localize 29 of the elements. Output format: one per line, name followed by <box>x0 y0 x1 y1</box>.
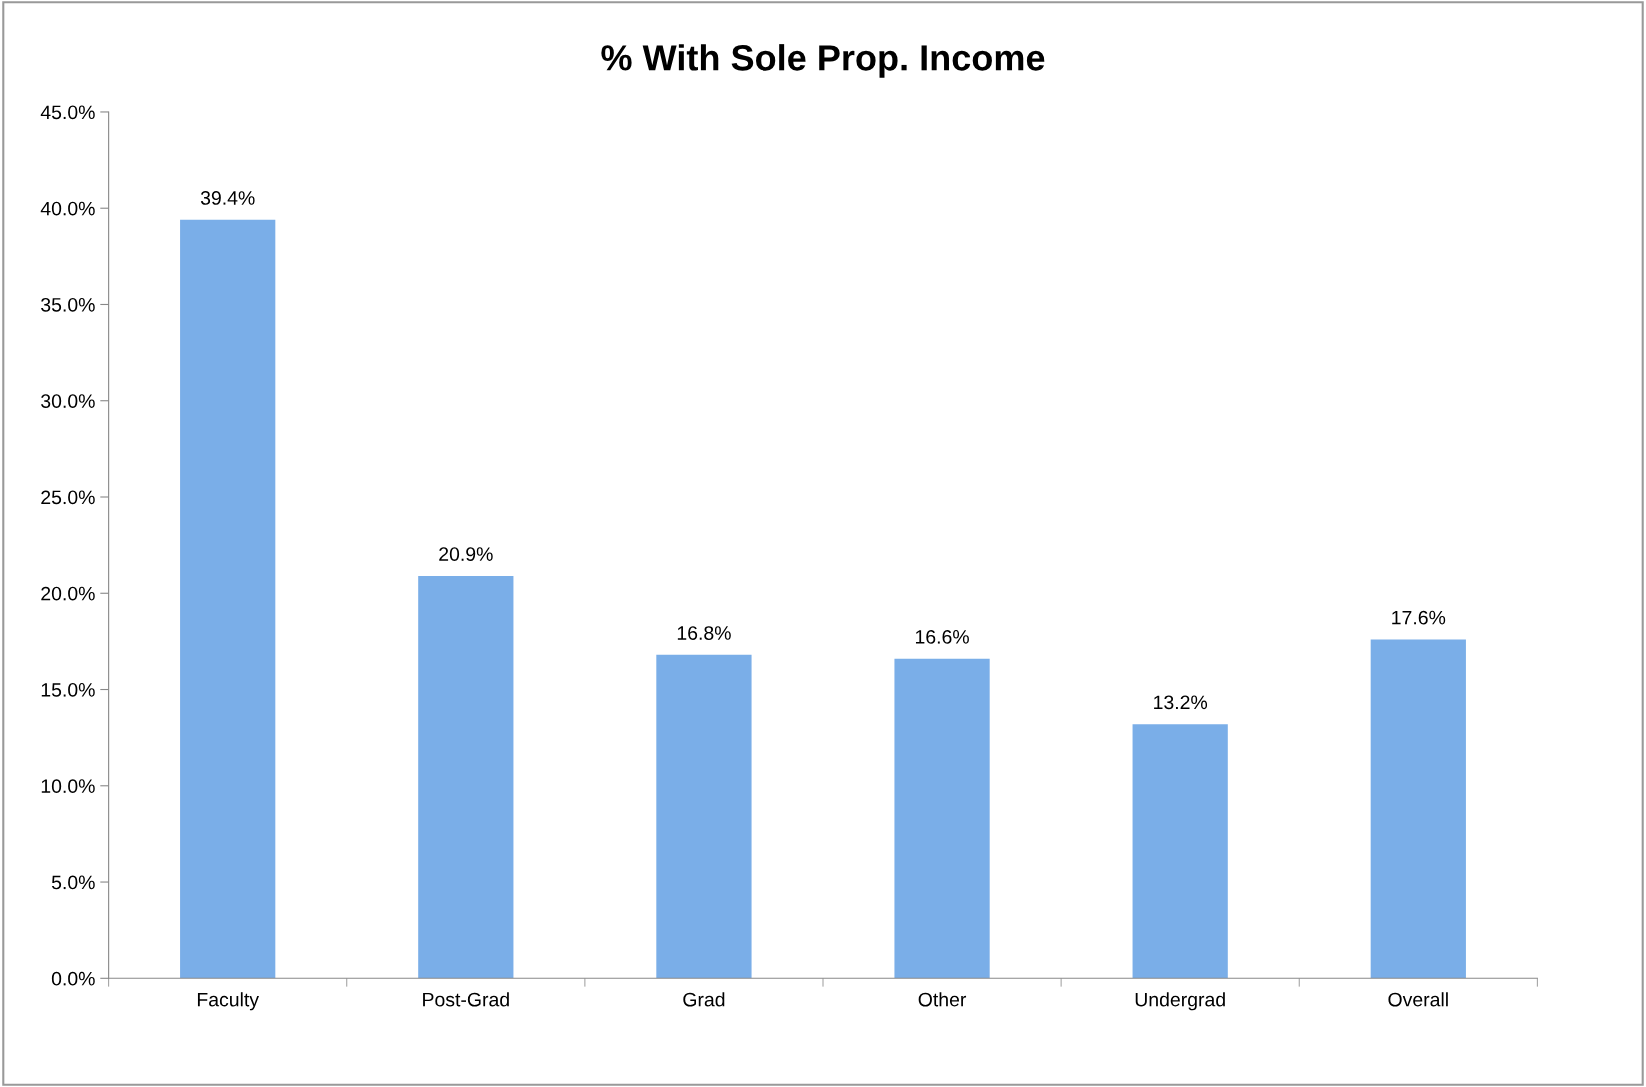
y-tick-label: 30.0% <box>41 394 95 408</box>
y-tick-label: 25.0% <box>41 490 95 505</box>
bar <box>418 575 514 979</box>
y-tick-label: 20.0% <box>41 586 95 601</box>
y-tick-label: 0.0% <box>51 971 95 986</box>
data-label: 17.6% <box>1392 610 1446 625</box>
x-tick-label: Grad <box>683 992 725 1007</box>
data-label: 16.6% <box>915 629 969 644</box>
x-tick-label: Undergrad <box>1135 992 1225 1011</box>
bar <box>1370 639 1466 979</box>
x-tick-label: Overall <box>1388 992 1448 1007</box>
x-tick-label: Faculty <box>197 992 259 1011</box>
y-tick-label: 5.0% <box>51 875 95 890</box>
data-label: 16.8% <box>677 626 731 640</box>
x-tick-label: Other <box>918 992 967 1007</box>
bar <box>894 658 990 979</box>
bar <box>656 654 752 979</box>
data-label: 20.9% <box>439 547 493 561</box>
data-label: 39.4% <box>200 191 255 205</box>
y-tick-label: 35.0% <box>41 297 95 312</box>
y-tick-label: 40.0% <box>40 201 95 216</box>
x-tick-label: Post-Grad <box>423 992 509 1007</box>
data-label: 13.2% <box>1154 695 1208 710</box>
bar <box>1132 724 1228 979</box>
chart-title: % With Sole Prop. Income <box>601 44 1045 78</box>
y-tick-label: 45.0% <box>40 105 95 120</box>
y-tick-label: 15.0% <box>41 682 95 697</box>
y-tick-label: 10.0% <box>41 779 95 794</box>
bar <box>180 219 276 979</box>
